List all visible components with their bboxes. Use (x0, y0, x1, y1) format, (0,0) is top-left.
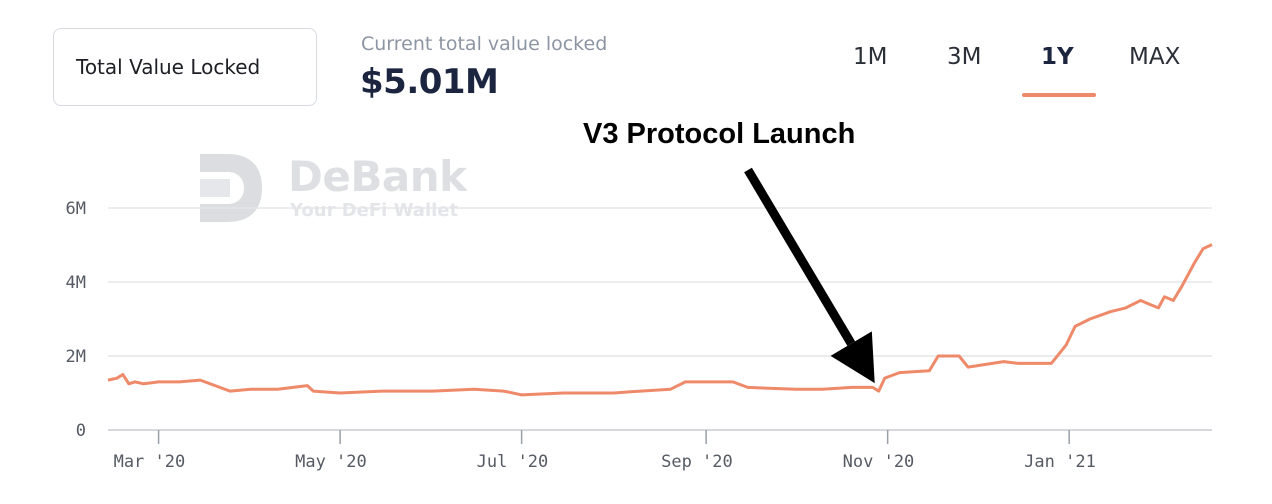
annotation-arrow-head (830, 331, 875, 384)
y-tick-label: 2M (66, 347, 86, 367)
tvl-series-line (107, 243, 1213, 397)
watermark-name: DeBank (288, 152, 467, 201)
x-tick-label: Sep '20 (661, 452, 733, 472)
x-tick-label: Jul '20 (477, 452, 549, 472)
current-value-label: Current total value locked (361, 33, 608, 55)
debank-logo-icon (200, 154, 262, 222)
x-tick-label: Jan '21 (1024, 452, 1096, 472)
x-tick-label: May '20 (295, 452, 367, 472)
range-tab-1y[interactable]: 1Y (1041, 44, 1074, 70)
x-tick-label: Mar '20 (114, 452, 186, 472)
watermark-tagline: Your DeFi Wallet (290, 200, 459, 221)
range-tab-max[interactable]: MAX (1129, 44, 1181, 70)
y-tick-label: 0 (76, 421, 86, 441)
annotation-label: V3 Protocol Launch (583, 118, 856, 150)
x-tick-label: Nov '20 (843, 452, 915, 472)
current-value: $5.01M (360, 62, 499, 102)
annotation-arrow-shaft (744, 167, 856, 346)
active-tab-indicator (1022, 93, 1096, 97)
watermark: DeBank Your DeFi Wallet (198, 152, 488, 224)
range-tab-1m[interactable]: 1M (853, 44, 888, 70)
metric-select[interactable]: Total Value Locked (53, 28, 317, 106)
y-tick-label: 4M (66, 273, 86, 293)
range-tab-3m[interactable]: 3M (947, 44, 982, 70)
y-tick-label: 6M (66, 199, 86, 219)
